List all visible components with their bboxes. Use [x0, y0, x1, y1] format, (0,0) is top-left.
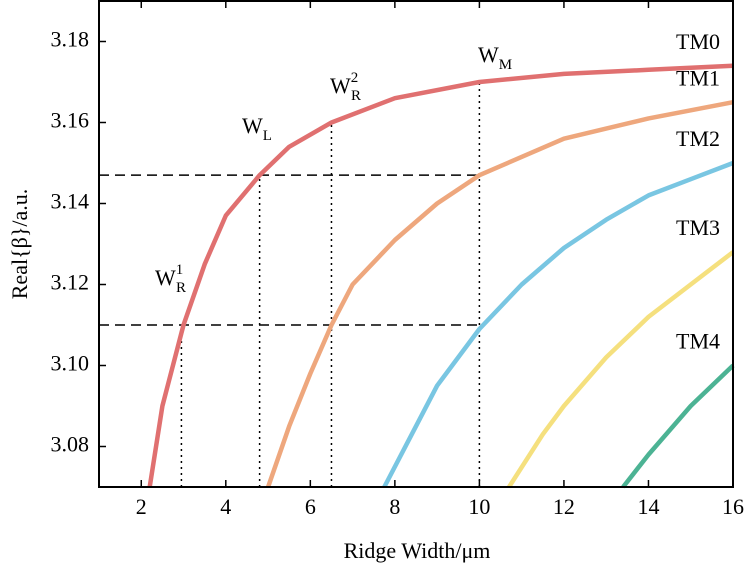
x-tick-label: 6	[305, 494, 316, 519]
y-tick-label: 3.10	[51, 351, 90, 376]
x-tick-label: 14	[637, 494, 659, 519]
y-tick-label: 3.12	[51, 270, 90, 295]
x-axis-label: Ridge Width/μm	[344, 538, 491, 563]
annotation: WL	[242, 113, 272, 144]
y-axis-label: Real{β}/a.u.	[7, 189, 32, 300]
y-tick-label: 3.18	[51, 27, 90, 52]
series-label: TM4	[676, 329, 720, 354]
annotation-base: W	[155, 265, 176, 290]
x-tick-label: 12	[553, 494, 575, 519]
y-tick-label: 3.16	[51, 108, 90, 133]
series-line	[265, 99, 734, 488]
annotation-sup: 2	[351, 70, 359, 86]
series-label: TM3	[676, 215, 720, 240]
annotation-base: W	[330, 73, 351, 98]
series-label: TM2	[676, 126, 720, 151]
y-tick-label: 3.08	[51, 432, 90, 457]
annotation-sub: R	[176, 280, 186, 296]
series-line	[147, 63, 734, 488]
x-tick-label: 2	[136, 494, 147, 519]
annotation: WM	[478, 42, 512, 73]
x-tick-label: 8	[389, 494, 400, 519]
series-line	[507, 250, 735, 489]
series-line	[382, 160, 734, 489]
annotation-sub: L	[263, 128, 272, 144]
annotation-sub: R	[351, 88, 361, 104]
series-label: TM1	[676, 65, 720, 90]
annotation-sup: 1	[176, 262, 184, 278]
x-tick-label: 16	[722, 494, 744, 519]
annotation-base: W	[242, 113, 263, 138]
y-tick-label: 3.14	[51, 189, 90, 214]
plot-frame	[98, 0, 734, 488]
annotation-base: W	[478, 42, 499, 67]
series-line	[621, 363, 735, 489]
series-label: TM0	[676, 29, 720, 54]
annotation-sub: M	[499, 57, 512, 73]
x-tick-label: 4	[220, 494, 231, 519]
annotation: W2 R	[330, 70, 361, 104]
annotation: W1 R	[155, 262, 186, 296]
x-tick-label: 10	[468, 494, 490, 519]
